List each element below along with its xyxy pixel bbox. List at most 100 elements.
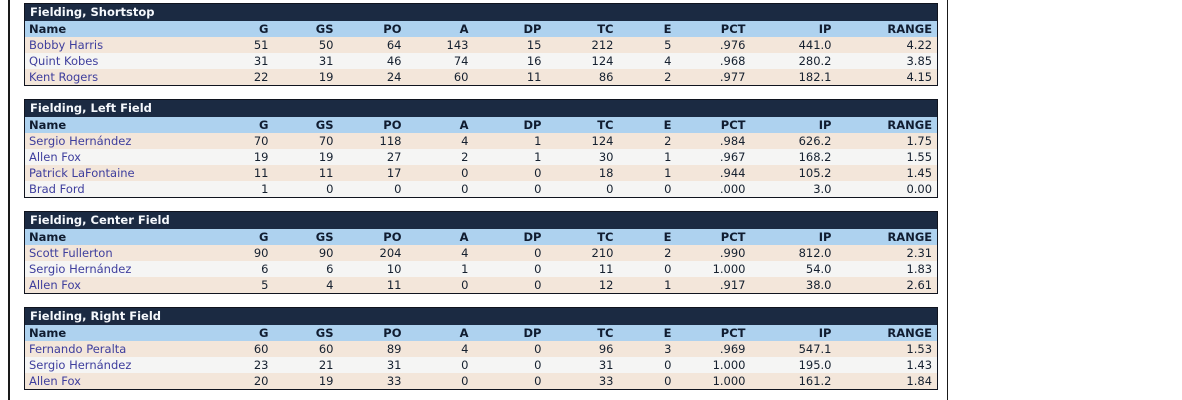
stat-cell: 6 [261,262,269,276]
player-link[interactable]: Brad Ford [29,182,85,196]
table-title-row: Fielding, Left Field [24,99,938,117]
stat-cell: 11 [253,166,269,180]
col-header-tc: TC [546,21,619,37]
stat-cell: .000 [719,182,746,196]
player-link[interactable]: Quint Kobes [29,54,99,68]
stat-cell: 1.45 [906,166,933,180]
stat-cell: 441.0 [798,38,832,52]
stat-cell: 31 [598,358,614,372]
stat-cell: 5 [664,38,672,52]
col-header-dp: DP [473,325,547,341]
stat-cell: 31 [253,54,269,68]
stat-cell: 4 [461,246,469,260]
stat-cell: 90 [318,246,334,260]
col-header-name: Name [24,21,221,37]
stat-cell: 0 [461,374,469,388]
stat-cell: 96 [598,342,614,356]
col-header-ip: IP [750,21,837,37]
col-header-tc: TC [546,117,619,133]
col-header-name: Name [24,117,221,133]
stat-cell: 60 [253,342,269,356]
stat-cell: 16 [526,54,542,68]
col-header-tc: TC [546,325,619,341]
stat-cell: 21 [318,358,334,372]
player-link[interactable]: Fernando Peralta [29,342,127,356]
col-header-gs: GS [273,229,339,245]
col-header-po: PO [338,229,407,245]
stat-cell: 19 [318,374,334,388]
stat-cell: 0 [534,182,542,196]
stat-cell: 19 [318,70,334,84]
col-header-dp: DP [473,229,547,245]
stat-cell: 124 [591,134,614,148]
col-header-a: A [406,325,474,341]
stat-cell: 0 [534,374,542,388]
col-header-dp: DP [473,21,547,37]
table-row: Allen Fox 19 19 27 2 1 30 1 .967 168.2 1… [24,149,938,165]
col-header-dp: DP [473,117,547,133]
col-header-a: A [406,117,474,133]
fielding-table-right-field: Fielding, Right Field Name G GS PO A DP … [24,307,939,390]
stat-cell: 4 [326,278,334,292]
stat-cell: .968 [719,54,746,68]
stat-cell: 19 [318,150,334,164]
stat-cell: 11 [526,70,542,84]
stat-cell: 168.2 [798,150,832,164]
stat-cell: 70 [318,134,334,148]
player-link[interactable]: Sergio Hernández [29,262,132,276]
col-header-ip: IP [750,325,837,341]
col-header-po: PO [338,325,407,341]
table-header-row: Name G GS PO A DP TC E PCT IP RANGE [24,117,938,133]
stat-cell: 626.2 [798,134,832,148]
stat-cell: 1.000 [712,374,746,388]
table-row: Sergio Hernández 23 21 31 0 0 31 0 1.000… [24,357,938,373]
stat-cell: 0 [534,246,542,260]
stat-cell: 4 [461,342,469,356]
stat-cell: 280.2 [798,54,832,68]
stat-cell: 0 [534,358,542,372]
table-row: Allen Fox 20 19 33 0 0 33 0 1.000 161.2 … [24,373,938,390]
stat-cell: 3.0 [813,182,832,196]
player-link[interactable]: Sergio Hernández [29,134,132,148]
stat-cell: 0 [461,278,469,292]
stat-cell: 5 [261,278,269,292]
col-header-pct: PCT [676,325,751,341]
stat-cell: 0 [664,262,672,276]
col-header-ip: IP [750,117,837,133]
stat-cell: 195.0 [798,358,832,372]
stat-cell: .969 [719,342,746,356]
col-header-po: PO [338,21,407,37]
stat-cell: 3.85 [906,54,933,68]
stat-cell: 161.2 [798,374,832,388]
stat-cell: 1 [664,166,672,180]
col-header-range: RANGE [836,325,938,341]
player-link[interactable]: Bobby Harris [29,38,104,52]
stat-cell: 547.1 [798,342,832,356]
stat-cell: 4 [664,54,672,68]
table-row: Brad Ford 1 0 0 0 0 0 0 .000 3.0 0.00 [24,181,938,198]
player-link[interactable]: Scott Fullerton [29,246,113,260]
stat-cell: 64 [386,38,402,52]
stat-cell: 89 [386,342,402,356]
stat-cell: 182.1 [798,70,832,84]
table-title-row: Fielding, Center Field [24,211,938,229]
col-header-po: PO [338,117,407,133]
stat-cell: 60 [318,342,334,356]
col-header-pct: PCT [676,21,751,37]
stat-cell: 0 [461,166,469,180]
stat-cell: 0 [394,182,402,196]
stat-cell: 0 [534,166,542,180]
player-link[interactable]: Patrick LaFontaine [29,166,135,180]
stat-cell: 54.0 [805,262,832,276]
player-link[interactable]: Allen Fox [29,374,81,388]
col-header-pct: PCT [676,229,751,245]
player-link[interactable]: Allen Fox [29,278,81,292]
player-link[interactable]: Allen Fox [29,150,81,164]
player-link[interactable]: Sergio Hernández [29,358,132,372]
table-title-row: Fielding, Shortstop [24,3,938,21]
stat-cell: 1 [664,150,672,164]
stat-cell: 11 [318,166,334,180]
player-link[interactable]: Kent Rogers [29,70,99,84]
stat-cell: 3 [664,342,672,356]
stat-cell: 33 [386,374,402,388]
